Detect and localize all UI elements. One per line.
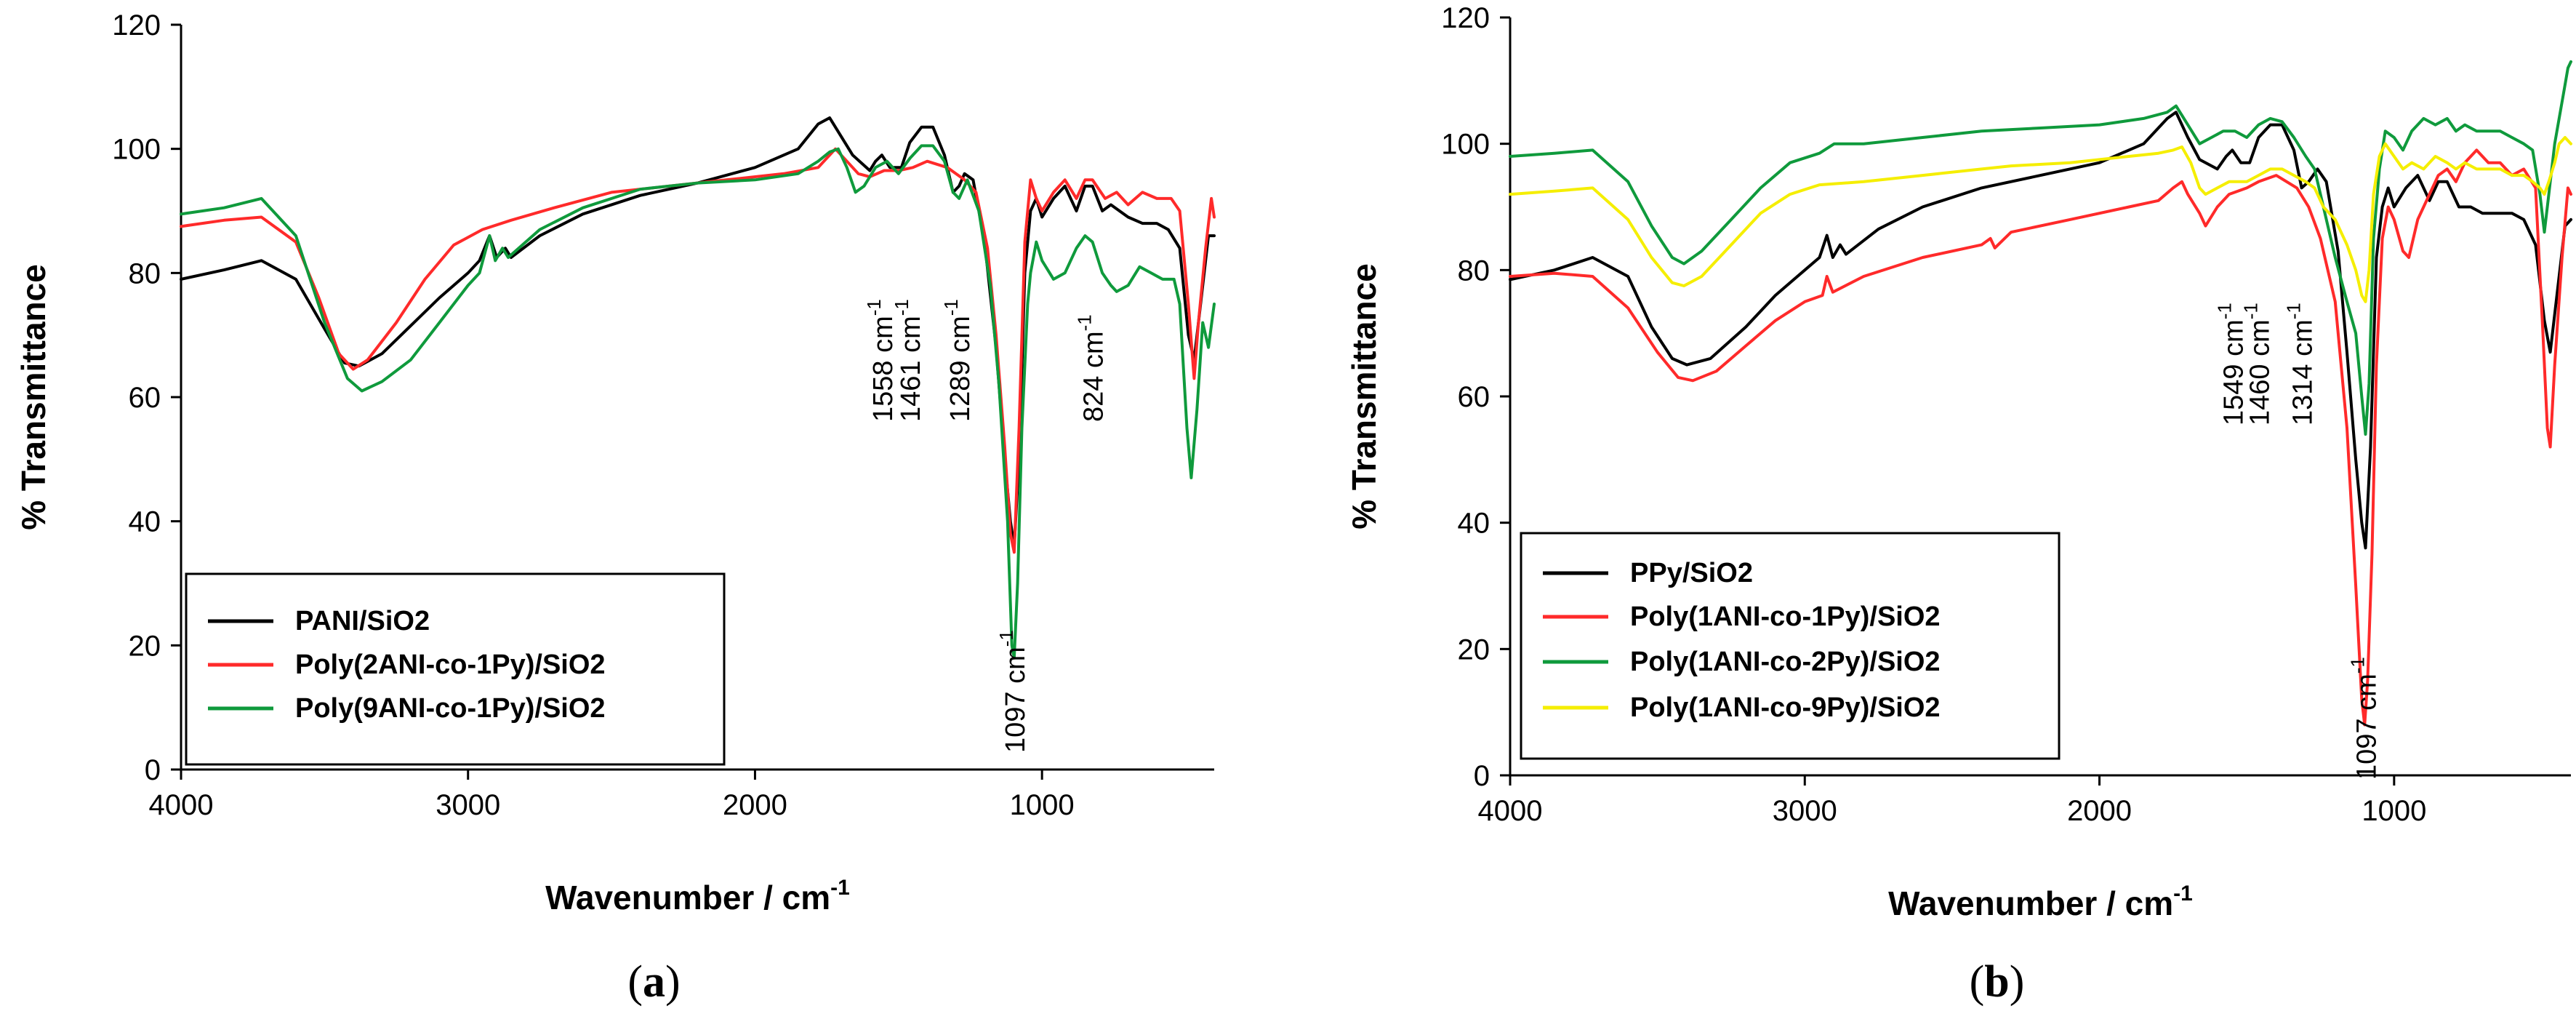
y-tick-label: 0 bbox=[1474, 760, 1490, 792]
y-tick-label: 120 bbox=[112, 9, 161, 41]
series-line-2 bbox=[1509, 148, 2572, 727]
peak-annotation: 1460 cm-1 bbox=[2239, 303, 2275, 425]
panel-b: 0 20 40 60 80 100 120 4000 3000 2000 1000 1549 cm-1… bbox=[1345, 2, 2572, 1007]
panel-a: 0 20 40 60 80 100 120 4000 3000 2000 1000 1558 cm-1… bbox=[15, 9, 1216, 1007]
y-tick-label: 20 bbox=[1458, 634, 1490, 666]
y-tick-label: 40 bbox=[1458, 508, 1490, 540]
y-axis-label: % Transmittance bbox=[15, 264, 52, 530]
y-tick-label: 100 bbox=[112, 134, 161, 166]
y-tick-label: 40 bbox=[129, 506, 161, 538]
legend-entry: Poly(1ANI-co-2Py)/SiO2 bbox=[1630, 647, 1941, 677]
legend-box bbox=[1520, 532, 2061, 760]
x-tick-label: 1000 bbox=[2362, 795, 2426, 827]
series-line-3 bbox=[180, 144, 1216, 660]
x-tick-label: 4000 bbox=[1478, 795, 1543, 827]
y-tick-label: 120 bbox=[1441, 2, 1490, 34]
series-line-1 bbox=[1509, 111, 2572, 550]
legend-entry: Poly(9ANI-co-1Py)/SiO2 bbox=[295, 693, 606, 724]
peak-annotation: 1097 cm-1 bbox=[995, 630, 1031, 753]
legend-box bbox=[185, 572, 726, 766]
peak-annotation: 1549 cm-1 bbox=[2213, 303, 2249, 425]
x-tick-label: 3000 bbox=[436, 789, 500, 821]
series-line-1 bbox=[180, 116, 1216, 548]
legend-entry: PANI/SiO2 bbox=[295, 606, 430, 636]
peak-annotation: 1289 cm-1 bbox=[940, 299, 976, 422]
x-tick-label: 3000 bbox=[1773, 795, 1837, 827]
y-tick-label: 60 bbox=[129, 382, 161, 414]
y-axis-label: % Transmittance bbox=[1345, 263, 1383, 530]
peak-annotation: 1461 cm-1 bbox=[891, 299, 926, 422]
peak-annotation: 824 cm-1 bbox=[1074, 314, 1110, 422]
x-tick-label: 4000 bbox=[149, 789, 214, 821]
series-line-4 bbox=[1509, 136, 2572, 303]
y-tick-label: 80 bbox=[1458, 255, 1490, 287]
legend-entry: Poly(1ANI-co-9Py)/SiO2 bbox=[1630, 692, 1941, 723]
panel-label: (b) bbox=[1970, 957, 2025, 1007]
legend-entry: Poly(1ANI-co-1Py)/SiO2 bbox=[1630, 602, 1941, 632]
legend: PPy/SiO2 Poly(1ANI-co-1Py)/SiO2 Poly(1ANI-… bbox=[1520, 532, 2061, 760]
legend: PANI/SiO2 Poly(2ANI-co-1Py)/SiO2 Poly(9ANI… bbox=[185, 572, 726, 766]
peak-annotation: 1558 cm-1 bbox=[863, 299, 899, 422]
y-tick-label: 100 bbox=[1441, 129, 1490, 161]
legend-entry: PPy/SiO2 bbox=[1630, 558, 1753, 588]
panel-label: (a) bbox=[627, 957, 680, 1007]
y-tick-label: 0 bbox=[145, 754, 161, 786]
legend-entry: Poly(2ANI-co-1Py)/SiO2 bbox=[295, 650, 606, 680]
x-tick-label: 1000 bbox=[1010, 789, 1075, 821]
y-tick-label: 20 bbox=[129, 630, 161, 662]
x-tick-label: 2000 bbox=[723, 789, 787, 821]
x-axis-label: Wavenumber / cm-1 bbox=[1888, 882, 2193, 922]
x-axis-label: Wavenumber / cm-1 bbox=[545, 876, 850, 916]
peak-annotation: 1097 cm-1 bbox=[2347, 657, 2383, 780]
x-tick-label: 2000 bbox=[2067, 795, 2132, 827]
peak-annotation: 1314 cm-1 bbox=[2283, 303, 2319, 425]
y-tick-label: 80 bbox=[129, 257, 161, 289]
y-tick-label: 60 bbox=[1458, 381, 1490, 413]
series-line-3 bbox=[1509, 60, 2572, 436]
